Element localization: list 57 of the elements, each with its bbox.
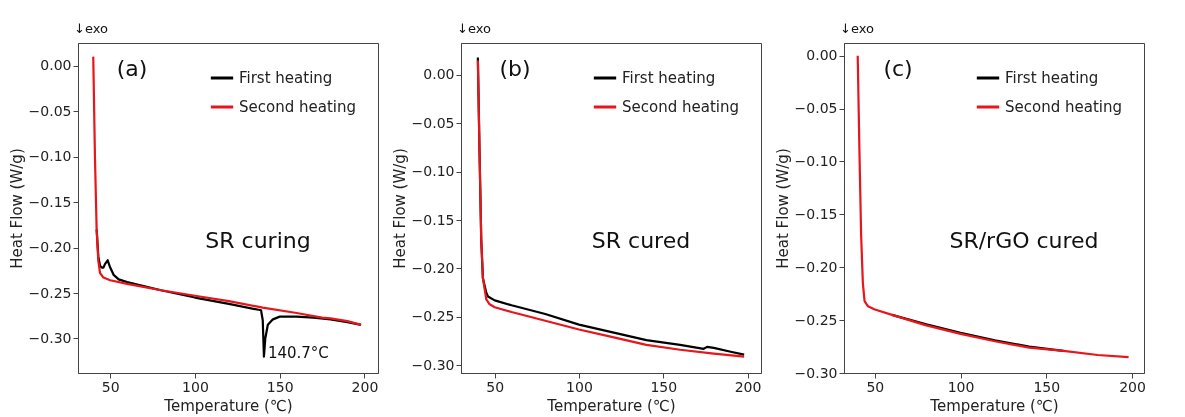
annotation: SR cured [591, 228, 691, 253]
text: ↓exo [840, 21, 874, 36]
annotation: 140.7°C [267, 343, 329, 362]
annotation: (c) [883, 56, 913, 82]
y-tick-label: −0.20 [411, 259, 455, 276]
y-tick-label: −0.05 [411, 114, 455, 131]
y-tick-label: −0.25 [28, 284, 72, 301]
y-tick-label: −0.20 [28, 239, 72, 256]
legend-label: Second heating [1005, 98, 1122, 116]
line-series [92, 55, 363, 326]
y-tick-label: −0.20 [794, 258, 838, 275]
x-tick-label: 150 [266, 378, 294, 395]
x-tick-label: 200 [734, 378, 762, 395]
x-tick-label: 150 [650, 378, 678, 395]
x-tick-label: 100 [566, 378, 593, 395]
x-tick-label: 100 [182, 378, 209, 395]
y-tick-label: −0.25 [794, 311, 838, 328]
y-axis-title: Heat Flow (W/g) [773, 148, 792, 269]
text: ↓exo [74, 21, 108, 36]
y-tick-label: 0.00 [40, 57, 72, 74]
legend-label: First heating [1005, 69, 1099, 87]
y-tick-label: −0.25 [411, 308, 455, 325]
annotation: SR/rGO cured [949, 228, 1099, 253]
y-tick-label: −0.10 [411, 163, 455, 180]
x-tick-label: 50 [486, 378, 505, 395]
legend-label: Second heating [622, 98, 739, 116]
y-tick-label: −0.05 [794, 100, 838, 117]
y-tick-label: −0.30 [794, 364, 838, 381]
y-tick-label: −0.30 [28, 329, 72, 346]
y-tick-label: −0.05 [28, 102, 72, 119]
x-tick-label: 50 [866, 378, 885, 395]
x-tick-label: 50 [101, 378, 120, 395]
y-tick-label: −0.15 [28, 193, 72, 210]
y-axis-title: Heat Flow (W/g) [390, 148, 409, 269]
y-tick-label: 0.00 [806, 47, 838, 64]
x-tick-label: 150 [1033, 378, 1061, 395]
annotation: (b) [499, 56, 531, 82]
y-tick-label: −0.10 [794, 152, 838, 169]
y-tick-label: −0.10 [28, 148, 72, 165]
line-series [856, 54, 1130, 359]
legend-label: Second heating [239, 98, 356, 116]
annotation: SR curing [205, 228, 311, 253]
x-axis-title: Temperature (℃) [929, 396, 1059, 415]
x-axis-title: Temperature (℃) [163, 396, 293, 415]
y-axis-title: Heat Flow (W/g) [7, 148, 26, 269]
y-tick-label: −0.15 [794, 205, 838, 222]
legend-label: First heating [239, 69, 333, 87]
y-tick-label: −0.30 [411, 356, 455, 373]
y-tick-label: 0.00 [423, 66, 455, 83]
x-tick-label: 100 [947, 378, 975, 395]
x-tick-label: 200 [1119, 378, 1146, 395]
x-axis-title: Temperature (℃) [546, 396, 676, 415]
annotation: (a) [116, 56, 148, 82]
text: ↓exo [457, 21, 491, 36]
y-tick-label: −0.15 [411, 211, 455, 228]
x-tick-label: 200 [351, 378, 379, 395]
legend-label: First heating [622, 69, 716, 87]
